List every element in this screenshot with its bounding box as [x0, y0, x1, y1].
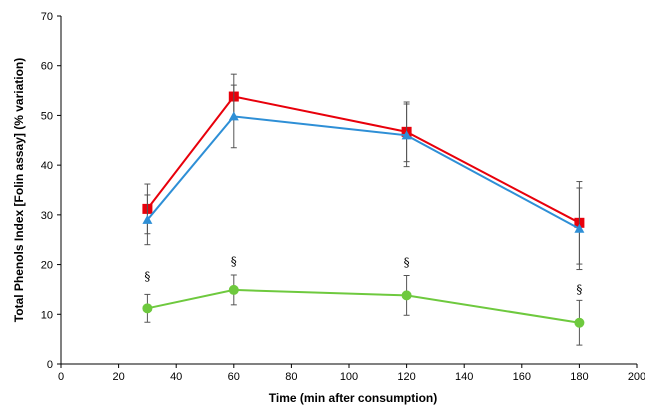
y-axis-title: Total Phenols Index [Folin assay] (% var…: [12, 58, 26, 323]
data-point: [142, 303, 153, 314]
x-tick-label: 100: [340, 371, 358, 383]
y-tick-label: 10: [41, 309, 53, 321]
y-tick-label: 60: [41, 61, 53, 73]
series-line: [147, 288, 580, 324]
x-tick-label: 200: [628, 371, 645, 383]
data-point: [574, 223, 585, 233]
x-tick-label: 80: [285, 371, 297, 383]
data-point: [401, 130, 412, 140]
x-tick-label: 160: [513, 371, 531, 383]
series-line: [146, 95, 580, 224]
data-point: [401, 290, 412, 301]
x-tick-label: 60: [228, 371, 240, 383]
series-1: [142, 73, 585, 265]
series-line: [146, 115, 580, 230]
series-layer: [142, 73, 585, 346]
y-tick-label: 40: [41, 160, 53, 172]
data-point: [142, 214, 153, 224]
y-tick-label: 70: [41, 11, 53, 23]
significance-marker: §: [576, 282, 582, 296]
annotations: § § § §: [144, 255, 582, 297]
data-point: [228, 284, 239, 295]
y-tick-label: 50: [41, 110, 53, 122]
significance-marker: §: [404, 256, 410, 270]
data-point: [574, 317, 585, 328]
y-tick-label: 30: [41, 210, 53, 222]
x-tick-label: 40: [170, 371, 182, 383]
x-tick-label: 20: [112, 371, 124, 383]
y-tick-label: 20: [41, 260, 53, 272]
series-3: [142, 274, 585, 346]
significance-marker: §: [144, 269, 150, 283]
x-tick-label: 180: [570, 371, 588, 383]
x-axis-title: Time (min after consumption): [269, 391, 437, 405]
x-tick-label: 0: [58, 371, 64, 383]
series-2: [142, 84, 585, 271]
significance-marker: §: [231, 255, 237, 269]
y-tick-label: 0: [47, 359, 53, 371]
x-tick-label: 120: [397, 371, 415, 383]
axes: 0 20 40 60 80 100 120 140 160 180 200 0 10 20 30 40 50 60…: [41, 11, 645, 383]
data-point: [228, 111, 239, 121]
x-tick-label: 140: [455, 371, 473, 383]
